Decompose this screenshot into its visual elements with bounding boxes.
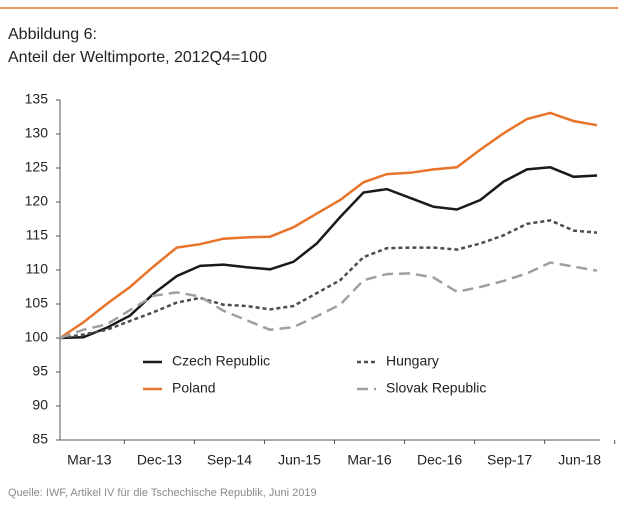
y-tick-label: 120: [25, 193, 49, 209]
y-tick-label: 110: [26, 261, 49, 277]
y-tick-label: 135: [25, 91, 49, 107]
series-line: [59, 261, 598, 340]
series-line: [59, 111, 598, 340]
y-tick-label: 85: [32, 431, 48, 447]
y-tick-label: 95: [32, 363, 48, 379]
x-tick-label: Mar-13: [67, 452, 112, 468]
x-tick-label: Mar-16: [347, 452, 392, 468]
y-tick-label: 125: [25, 159, 49, 175]
x-tick-label: Sep-14: [207, 452, 252, 468]
y-tick-label: 105: [25, 295, 49, 311]
legend-label: Hungary: [386, 353, 439, 369]
source-note: Quelle: IWF, Artikel IV für die Tschechi…: [8, 487, 317, 499]
legend-label: Poland: [172, 380, 216, 396]
series-line: [59, 166, 598, 340]
y-tick-label: 90: [32, 397, 48, 413]
x-tick-label: Dec-13: [137, 452, 182, 468]
chart-subtitle: Anteil der Weltimporte, 2012Q4=100: [8, 49, 267, 66]
series-line: [59, 219, 598, 340]
legend-label: Slovak Republic: [386, 380, 486, 396]
x-tick-label: Dec-16: [417, 452, 462, 468]
x-tick-label: Jun-15: [278, 452, 321, 468]
y-tick-label: 115: [26, 227, 49, 243]
x-tick-label: Jun-18: [558, 452, 601, 468]
x-tick-label: Sep-17: [487, 452, 532, 468]
y-tick-label: 130: [25, 125, 49, 141]
y-tick-label: 100: [25, 329, 49, 345]
chart-title: Abbildung 6:: [8, 26, 97, 43]
legend-label: Czech Republic: [172, 353, 270, 369]
